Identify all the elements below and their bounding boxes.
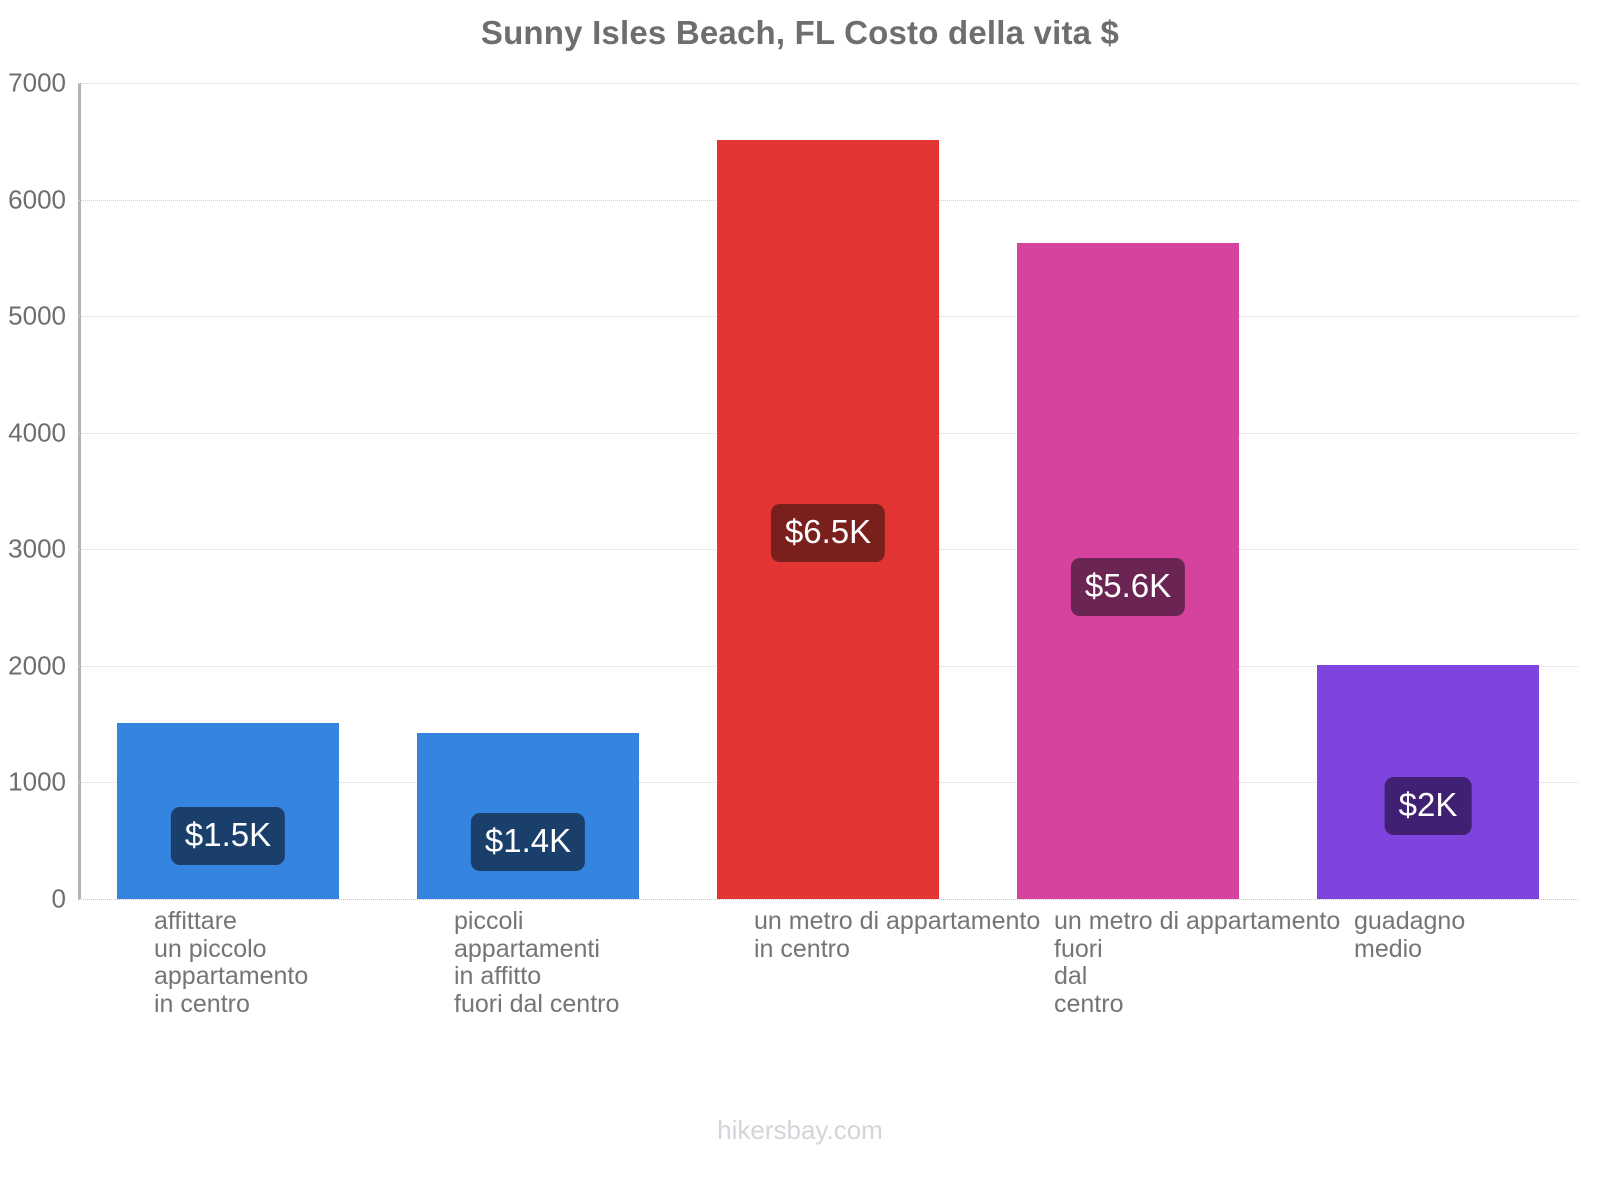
y-axis-tick-label: 1000 <box>8 766 66 797</box>
bar[interactable]: $5.6K <box>1017 243 1239 899</box>
x-axis-category-labels: affittare un piccolo appartamento in cen… <box>78 907 1578 1068</box>
y-axis-line <box>78 83 81 899</box>
bar-value-label: $1.4K <box>470 812 586 871</box>
x-axis-category-label: un metro di appartamento in centro <box>754 907 1041 963</box>
x-axis-category-label: affittare un piccolo appartamento in cen… <box>154 907 309 1018</box>
bar-value-label: $5.6K <box>1070 558 1186 617</box>
gridline <box>78 83 1578 84</box>
bar[interactable]: $6.5K <box>717 140 939 899</box>
gridline <box>78 899 1578 900</box>
y-axis-tick-label: 6000 <box>8 184 66 215</box>
bar[interactable]: $1.4K <box>417 732 639 899</box>
x-axis-category-label: piccoli appartamenti in affitto fuori da… <box>454 907 620 1018</box>
x-axis-category-label: guadagno medio <box>1354 907 1466 963</box>
bar[interactable]: $2K <box>1317 664 1539 899</box>
y-axis-tick-label: 4000 <box>8 417 66 448</box>
y-axis-tick-label: 7000 <box>8 67 66 98</box>
bar-value-label: $2K <box>1384 777 1472 836</box>
y-axis-tick-label: 0 <box>51 883 66 914</box>
footer-watermark: hikersbay.com <box>717 1115 883 1145</box>
y-axis-tick-label: 5000 <box>8 300 66 331</box>
y-axis-tick-label: 3000 <box>8 533 66 564</box>
plot-area: 7000 6000 5000 4000 3000 2000 1000 0 $1.5K $1.4K… <box>8 68 1578 914</box>
chart-title: Sunny Isles Beach, FL Costo della vita $ <box>480 14 1120 51</box>
bar[interactable]: $1.5K <box>117 722 339 899</box>
y-axis-tick-label: 2000 <box>8 650 66 681</box>
bar-value-label: $6.5K <box>770 504 886 563</box>
bar-value-label: $1.5K <box>170 807 286 866</box>
x-axis-category-label: un metro di appartamento fuori dal centr… <box>1054 907 1341 1018</box>
